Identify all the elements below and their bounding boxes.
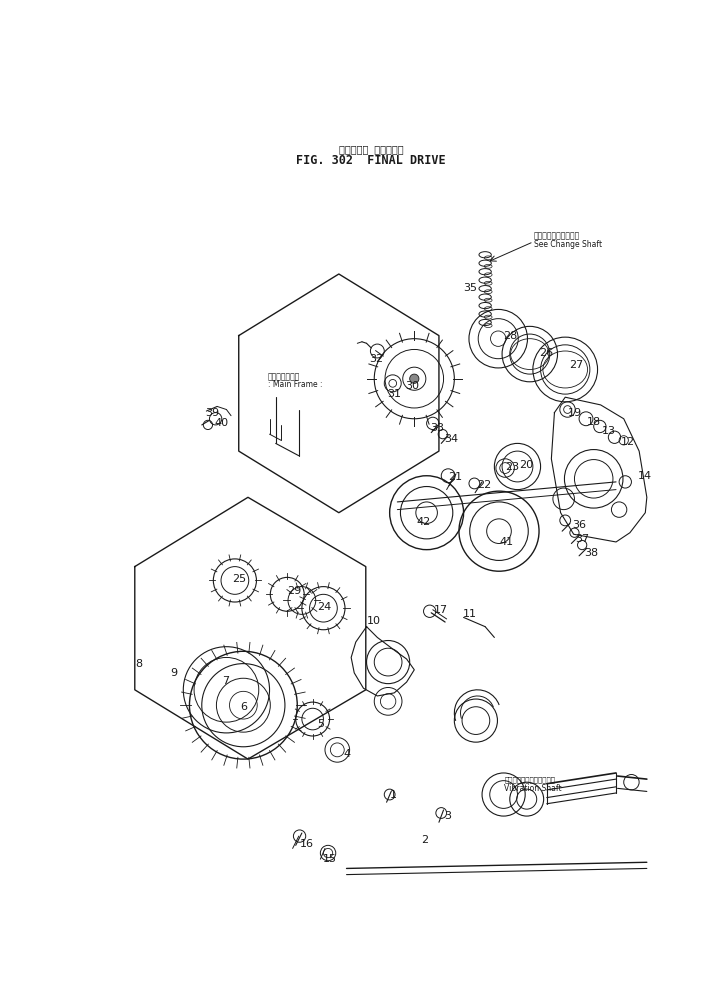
Text: 6: 6 xyxy=(241,702,248,712)
Text: 8: 8 xyxy=(135,659,142,669)
Text: 26: 26 xyxy=(539,348,553,358)
Text: 18: 18 xyxy=(587,417,601,427)
Text: 12: 12 xyxy=(621,437,634,447)
Text: 13: 13 xyxy=(602,426,616,436)
Text: 20: 20 xyxy=(519,460,533,470)
Text: 28: 28 xyxy=(502,331,517,341)
Text: 33: 33 xyxy=(431,423,444,433)
Text: 25: 25 xyxy=(233,574,246,584)
Text: FIG. 302  FINAL DRIVE: FIG. 302 FINAL DRIVE xyxy=(297,154,446,167)
Text: バイブレーションシャフト: バイブレーションシャフト xyxy=(505,777,555,783)
Text: Vibration Shaft: Vibration Shaft xyxy=(505,784,562,793)
Circle shape xyxy=(410,374,419,383)
Text: 36: 36 xyxy=(572,520,586,530)
Text: 2: 2 xyxy=(421,835,428,845)
Text: 27: 27 xyxy=(569,360,583,370)
Text: 34: 34 xyxy=(444,434,458,444)
Text: 16: 16 xyxy=(300,839,314,849)
Text: See Change Shaft: See Change Shaft xyxy=(534,240,602,249)
Text: 1: 1 xyxy=(390,790,397,800)
Text: 9: 9 xyxy=(170,668,178,678)
Text: 3: 3 xyxy=(444,811,452,821)
Text: 21: 21 xyxy=(448,472,462,482)
Text: 19: 19 xyxy=(568,408,581,418)
Text: 17: 17 xyxy=(434,605,447,615)
Text: 23: 23 xyxy=(505,462,519,472)
Text: 35: 35 xyxy=(463,283,477,293)
Text: 40: 40 xyxy=(215,418,229,428)
Text: : Main Frame :: : Main Frame : xyxy=(268,380,323,389)
Text: 32: 32 xyxy=(369,354,383,364)
Text: 41: 41 xyxy=(500,537,514,547)
Text: 39: 39 xyxy=(204,408,219,418)
Text: 22: 22 xyxy=(477,480,492,490)
Text: 4: 4 xyxy=(343,749,350,759)
Text: 5: 5 xyxy=(317,719,324,729)
Text: 14: 14 xyxy=(637,471,652,481)
Text: 29: 29 xyxy=(287,586,302,596)
Text: 7: 7 xyxy=(222,676,229,686)
Text: 42: 42 xyxy=(416,517,431,527)
Text: 31: 31 xyxy=(387,389,401,399)
Text: 37: 37 xyxy=(575,534,589,544)
Text: 10: 10 xyxy=(366,615,381,626)
Text: 38: 38 xyxy=(584,548,598,558)
Text: メインフレーム: メインフレーム xyxy=(268,373,300,382)
Text: 15: 15 xyxy=(323,854,336,864)
Text: 11: 11 xyxy=(463,609,477,619)
Text: 24: 24 xyxy=(317,602,331,612)
Text: 30: 30 xyxy=(405,381,419,391)
Text: チェンジシャフト参照: チェンジシャフト参照 xyxy=(534,231,580,240)
Text: ファイナル トドライブ: ファイナル トドライブ xyxy=(339,144,404,154)
